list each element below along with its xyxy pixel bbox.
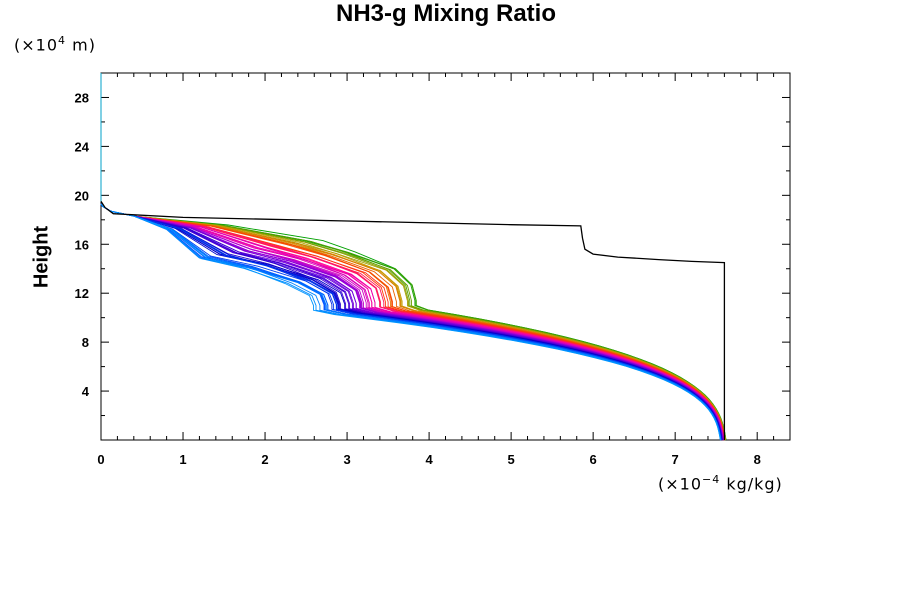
x-tick-label: 4	[425, 452, 433, 467]
x-tick-label: 3	[343, 452, 350, 467]
y-axis-unit: (×104 m)	[14, 34, 96, 55]
y-tick-label: 16	[75, 237, 89, 252]
x-tick-label: 2	[261, 452, 268, 467]
y-tick-label: 24	[75, 139, 90, 154]
y-tick-label: 20	[75, 188, 89, 203]
y-tick-label: 8	[82, 335, 89, 350]
x-tick-label: 0	[97, 452, 104, 467]
y-tick-label: 12	[75, 286, 89, 301]
y-tick-label: 28	[75, 90, 89, 105]
x-tick-label: 5	[508, 452, 515, 467]
y-tick-label: 4	[82, 384, 90, 399]
chart-title: NH3-g Mixing Ratio	[336, 0, 556, 27]
x-tick-label: 7	[672, 452, 679, 467]
initial-profile-line	[100, 201, 726, 440]
x-axis-unit: (×10−4 kg/kg)	[658, 473, 783, 494]
x-tick-label: 1	[179, 452, 186, 467]
x-tick-label: 8	[754, 452, 761, 467]
x-tick-label: 6	[590, 452, 597, 467]
ensemble-series-line	[100, 203, 721, 441]
